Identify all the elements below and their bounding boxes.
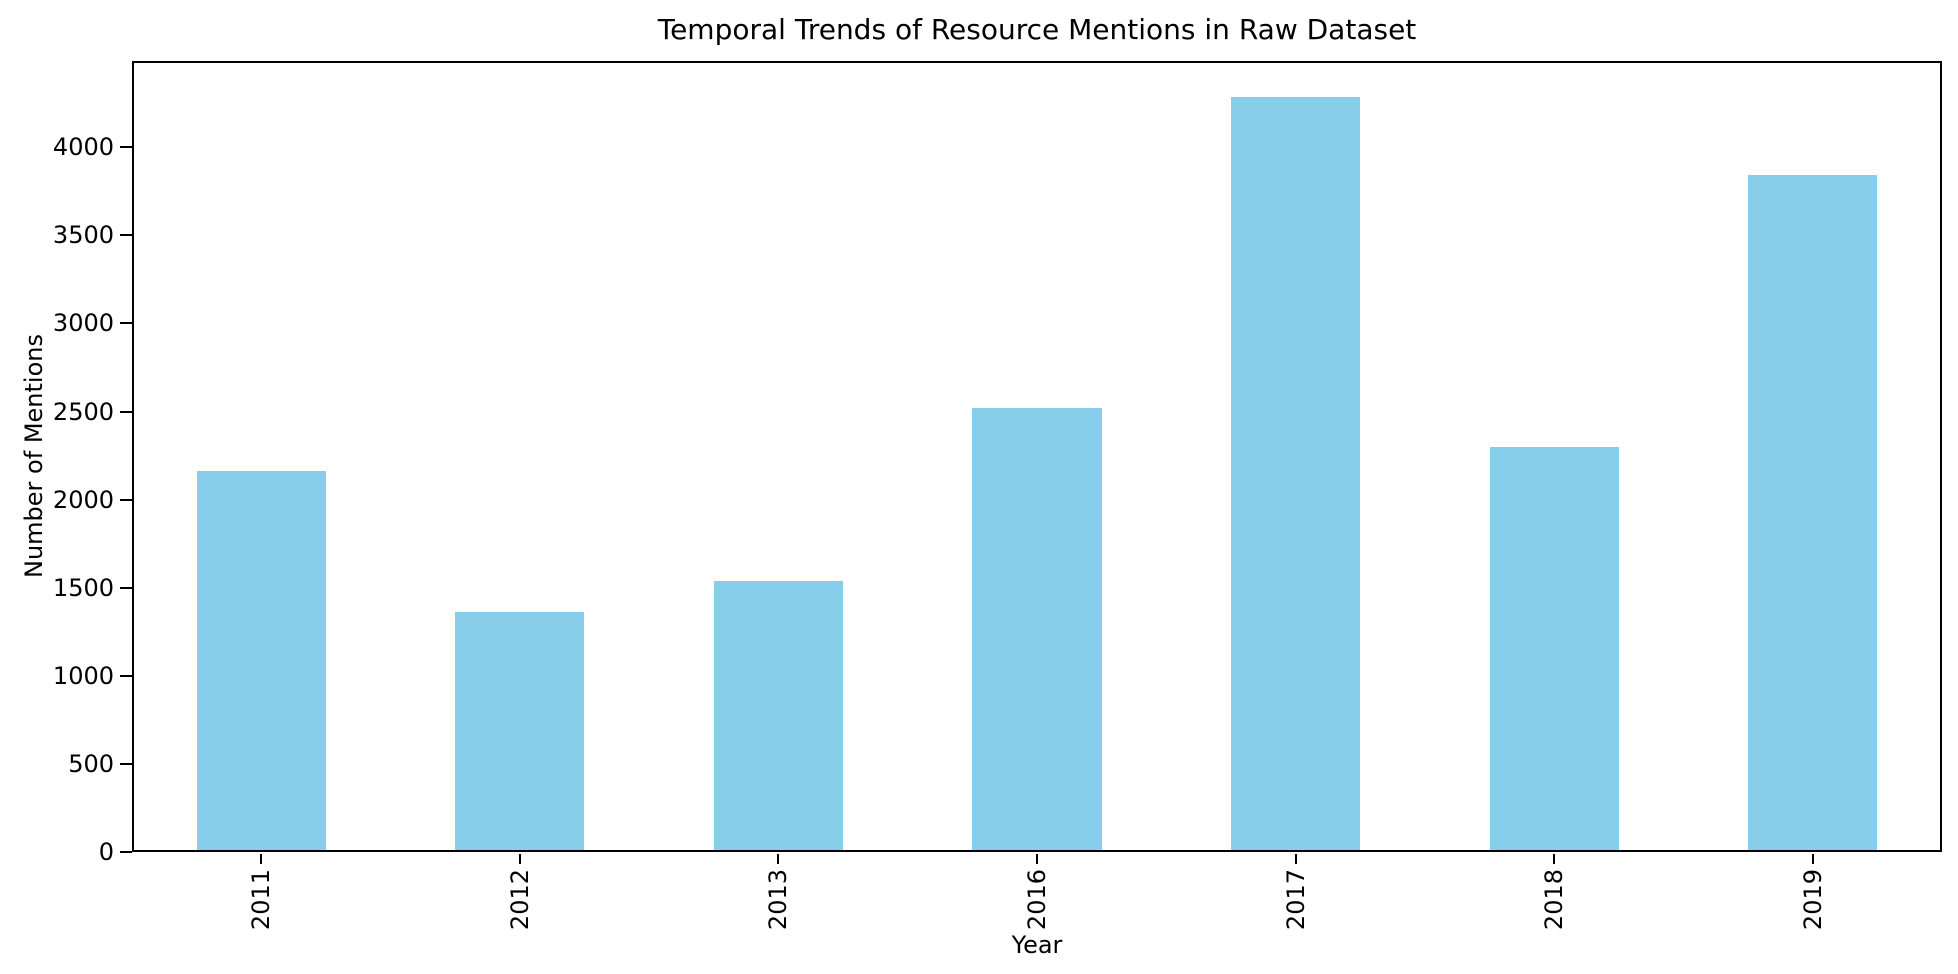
- y-tick-mark: [120, 498, 132, 501]
- y-tick-mark: [120, 410, 132, 413]
- y-axis-label: Number of Mentions: [20, 334, 48, 578]
- x-tick-mark: [260, 854, 263, 864]
- bar-2018: [1489, 446, 1619, 852]
- y-tick-mark: [120, 234, 132, 237]
- y-tick-label-3500: 3500: [52, 221, 114, 250]
- y-tick-mark: [120, 586, 132, 589]
- y-tick-mark: [120, 762, 132, 765]
- y-tick-label-0: 0: [98, 838, 114, 866]
- plot-area: [132, 61, 1942, 852]
- chart-title: Temporal Trends of Resource Mentions in …: [657, 13, 1417, 46]
- bar-2017: [1230, 97, 1361, 852]
- bar-2012: [455, 612, 585, 852]
- y-tick-mark: [120, 322, 132, 325]
- y-tick-label-3000: 3000: [52, 309, 114, 338]
- y-tick-mark: [120, 146, 132, 149]
- x-tick-label-2017: 2017: [1281, 869, 1310, 931]
- y-tick-mark: [120, 674, 132, 677]
- x-tick-mark: [1553, 854, 1556, 864]
- x-tick-label-2016: 2016: [1023, 869, 1051, 931]
- x-tick-label-2011: 2011: [247, 869, 276, 931]
- bar-2013: [713, 580, 844, 852]
- x-tick-mark: [518, 854, 521, 864]
- y-tick-label-1500: 1500: [52, 573, 114, 602]
- x-tick-label-2018: 2018: [1540, 869, 1569, 931]
- x-tick-mark: [1294, 854, 1297, 864]
- x-axis-label: Year: [1011, 931, 1063, 959]
- y-tick-label-4000: 4000: [52, 133, 114, 162]
- bar-2011: [196, 471, 326, 852]
- y-tick-label-1000: 1000: [52, 661, 114, 690]
- y-tick-label-2000: 2000: [52, 485, 114, 514]
- x-tick-label-2012: 2012: [505, 869, 534, 931]
- x-tick-mark: [1036, 854, 1038, 864]
- bar-2016: [972, 408, 1102, 852]
- bar-2019: [1748, 174, 1878, 852]
- y-tick-label-2500: 2500: [52, 397, 114, 426]
- y-tick-mark: [120, 851, 132, 853]
- x-tick-label-2019: 2019: [1798, 869, 1827, 931]
- x-tick-mark: [1811, 854, 1814, 864]
- x-tick-mark: [777, 854, 780, 864]
- y-tick-label-500: 500: [68, 749, 114, 778]
- x-tick-label-2013: 2013: [764, 869, 793, 931]
